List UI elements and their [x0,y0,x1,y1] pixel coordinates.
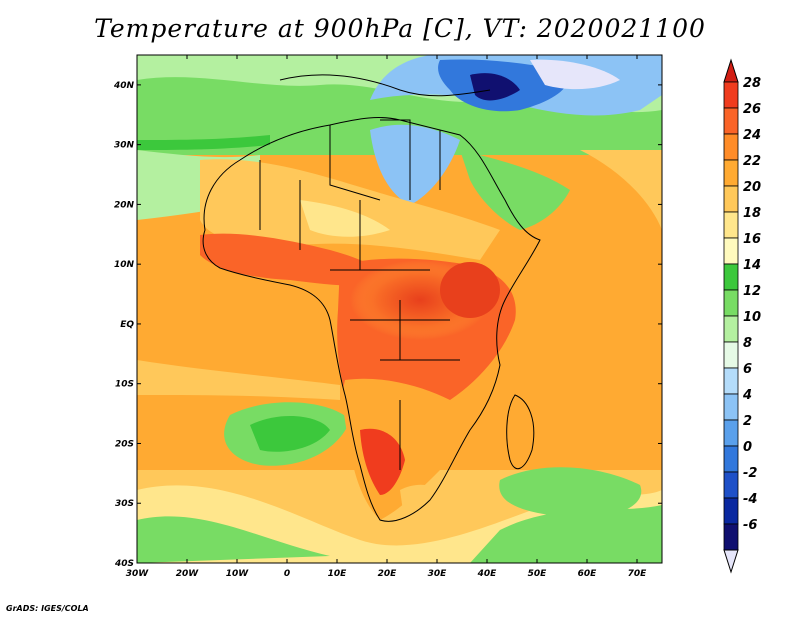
colorbar-bottom-arrow [723,549,739,574]
colorbar-swatch [723,133,739,161]
lon-tick-label: 10W [226,569,250,579]
colorbar-swatch [723,471,739,499]
colorbar-swatch [723,419,739,447]
coastlines [202,74,541,522]
colorbar-label: 28 [743,76,761,91]
lat-tick-label: 10N [114,260,135,270]
lat-tick-label: 30N [114,141,135,151]
lon-tick-label: 30E [428,569,448,579]
credit-label: GrADS: IGES/COLA [6,604,89,613]
latitude-axis: 40N 30N 20N 10N EQ 10S 20S 30S 40S [113,81,662,569]
lon-tick-label: 50E [528,569,548,579]
lon-tick-label: 20E [378,569,398,579]
colorbar-swatch [723,185,739,213]
longitude-axis: 30W 20W 10W 0 10E 20E 30E 40E 50E 60E 70E [126,55,647,579]
colorbar-label: 12 [743,284,761,299]
colorbar-label: 22 [743,154,761,169]
colorbar-swatch [723,445,739,473]
lon-tick-label: 60E [578,569,598,579]
colorbar-swatch [723,341,739,369]
lon-tick-label: 40E [477,569,498,579]
colorbar-label: 26 [743,102,761,117]
colorbar-swatch [723,159,739,187]
lat-tick-label: 10S [115,380,134,390]
colorbar-label: 10 [743,310,761,325]
lat-tick-label: EQ [120,320,134,330]
lon-tick-label: 20W [176,569,200,579]
lon-tick-label: 30W [126,569,150,579]
colorbar-label: -6 [743,518,757,533]
colorbar-label: 24 [743,128,761,143]
colorbar-swatch [723,523,739,551]
colorbar-swatch [723,289,739,317]
colorbar-label: 2 [743,414,752,429]
colorbar-top-arrow [723,58,739,83]
lat-tick-label: 40S [114,559,134,569]
lon-tick-label: 10E [328,569,348,579]
lat-tick-label: 30S [115,499,134,509]
map-title: Temperature at 900hPa [C], VT: 202002110… [94,14,706,43]
colorbar-swatch [723,393,739,421]
colorbar-label: -4 [743,492,757,507]
colorbar-swatch [723,497,739,525]
colorbar-swatch [723,81,739,109]
colorbar-swatch [723,367,739,395]
colorbar-label: 18 [743,206,761,221]
lon-tick-label: 0 [284,569,290,579]
colorbar-label: -2 [743,466,757,481]
colorbar-label: 6 [743,362,752,377]
colorbar-label: 20 [743,180,761,195]
lat-tick-label: 20N [114,200,135,210]
colorbar-swatch [723,107,739,135]
lat-tick-label: 20S [115,439,134,449]
colorbar-swatch [723,237,739,265]
colorbar-swatch [723,315,739,343]
lon-tick-label: 70E [628,569,648,579]
colorbar-label: 0 [743,440,752,455]
colorbar-swatch [723,263,739,291]
colorbar-label: 8 [743,336,752,351]
colorbar-label: 16 [743,232,761,247]
colorbar-label: 4 [742,388,752,403]
colorbar-label: 14 [743,258,761,273]
map-frame [136,54,663,564]
lat-tick-label: 40N [113,81,135,91]
colorbar-swatch [723,211,739,239]
